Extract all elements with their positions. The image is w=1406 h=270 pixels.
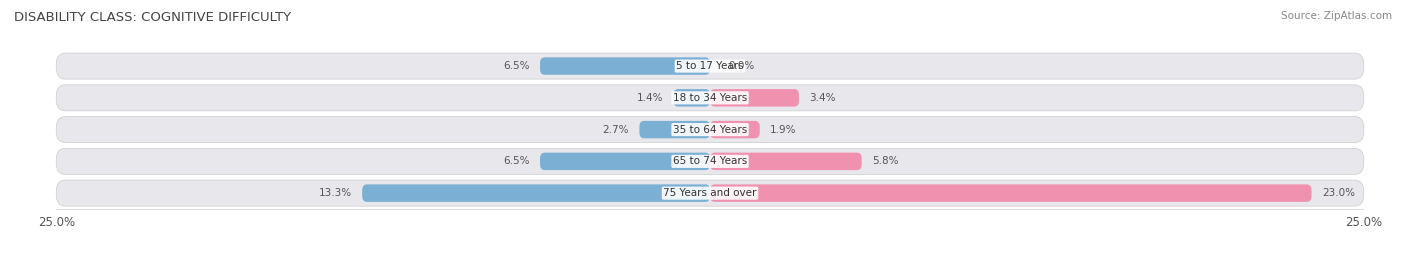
FancyBboxPatch shape xyxy=(540,57,710,75)
FancyBboxPatch shape xyxy=(640,121,710,138)
Text: 5.8%: 5.8% xyxy=(872,156,898,166)
Legend: Male, Female: Male, Female xyxy=(645,266,775,270)
Text: 6.5%: 6.5% xyxy=(503,156,530,166)
Text: DISABILITY CLASS: COGNITIVE DIFFICULTY: DISABILITY CLASS: COGNITIVE DIFFICULTY xyxy=(14,11,291,24)
FancyBboxPatch shape xyxy=(56,180,1364,206)
Text: 0.0%: 0.0% xyxy=(728,61,755,71)
FancyBboxPatch shape xyxy=(710,89,799,107)
Text: 23.0%: 23.0% xyxy=(1322,188,1355,198)
Text: 2.7%: 2.7% xyxy=(602,124,628,135)
FancyBboxPatch shape xyxy=(56,148,1364,174)
Text: 13.3%: 13.3% xyxy=(319,188,352,198)
FancyBboxPatch shape xyxy=(710,153,862,170)
Text: 5 to 17 Years: 5 to 17 Years xyxy=(676,61,744,71)
FancyBboxPatch shape xyxy=(363,184,710,202)
Text: 65 to 74 Years: 65 to 74 Years xyxy=(673,156,747,166)
Text: 75 Years and over: 75 Years and over xyxy=(664,188,756,198)
Text: 3.4%: 3.4% xyxy=(810,93,837,103)
FancyBboxPatch shape xyxy=(56,117,1364,143)
Text: 35 to 64 Years: 35 to 64 Years xyxy=(673,124,747,135)
Text: 1.9%: 1.9% xyxy=(770,124,797,135)
Text: Source: ZipAtlas.com: Source: ZipAtlas.com xyxy=(1281,11,1392,21)
FancyBboxPatch shape xyxy=(56,53,1364,79)
FancyBboxPatch shape xyxy=(710,184,1312,202)
Text: 18 to 34 Years: 18 to 34 Years xyxy=(673,93,747,103)
Text: 6.5%: 6.5% xyxy=(503,61,530,71)
FancyBboxPatch shape xyxy=(673,89,710,107)
Text: 1.4%: 1.4% xyxy=(637,93,664,103)
FancyBboxPatch shape xyxy=(710,121,759,138)
FancyBboxPatch shape xyxy=(540,153,710,170)
FancyBboxPatch shape xyxy=(56,85,1364,111)
